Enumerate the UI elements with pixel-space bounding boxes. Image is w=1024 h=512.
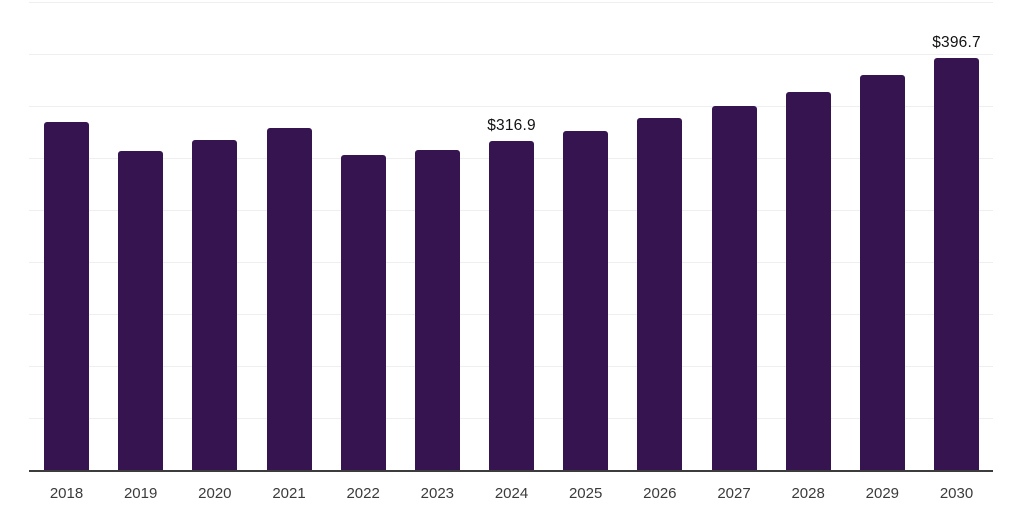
bar-2019 [118,151,164,471]
x-tick-2025: 2025 [568,485,603,502]
x-tick-2021: 2021 [272,485,306,502]
bar-2030 [934,58,979,471]
bar-2028 [785,92,831,471]
x-tick-2019: 2019 [123,485,158,502]
bar-2024 [489,141,534,471]
x-tick-2018: 2018 [49,485,84,502]
value-label-2030: $396.7 [932,34,981,51]
bar-2029 [859,75,905,471]
x-tick-2028: 2028 [791,485,825,502]
x-tick-2030: 2030 [939,485,974,502]
bar-2026 [637,118,683,471]
x-tick-2026: 2026 [643,485,677,502]
bar-2023 [414,150,460,471]
x-axis-labels: 2018 2019 2020 2021 2022 2023 2024 2025 2026 2027… [29,471,993,512]
x-tick-2023: 2023 [420,485,455,502]
x-tick-2022: 2022 [346,485,380,502]
bar-2025 [563,130,609,471]
bar-2021 [266,128,312,471]
x-tick-2029: 2029 [865,485,900,502]
value-label-2024: $316.9 [487,117,536,135]
gridline-450 [29,1,993,3]
bar-2020 [192,139,238,471]
gridline-400 [29,53,993,55]
plot-area: $316.9 $396.7 [29,0,993,472]
gridline-350 [29,105,993,107]
x-tick-2020: 2020 [198,485,232,502]
bar-2022 [340,154,386,471]
bar-2027 [711,105,757,471]
x-tick-2024: 2024 [494,485,529,502]
bar-2018 [44,122,89,471]
x-tick-2027: 2027 [717,485,751,502]
x-axis-line [29,470,993,472]
